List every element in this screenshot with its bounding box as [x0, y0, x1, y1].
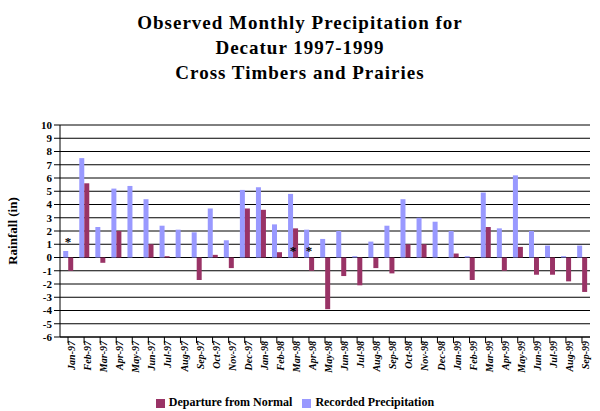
html-text:Recorded Precipitation: Recorded Precipitation	[315, 395, 435, 409]
svg-text:Apr-98: Apr-98	[307, 341, 318, 371]
html-text:Observed Monthly Precipitation: Observed Monthly Precipitation for	[137, 12, 463, 33]
svg-text:*: *	[306, 243, 313, 258]
svg-text:2: 2	[47, 225, 53, 237]
svg-text:Feb-97: Feb-97	[82, 340, 93, 371]
svg-text:Jul-99: Jul-99	[548, 341, 559, 369]
svg-text:Dec-98: Dec-98	[436, 341, 447, 371]
svg-text:Oct-97: Oct-97	[211, 340, 222, 369]
svg-text:-3: -3	[43, 291, 53, 303]
svg-text:Dec-97: Dec-97	[243, 340, 254, 371]
html-text:Departure from Normal: Departure from Normal	[168, 395, 293, 409]
svg-text:Jan-99: Jan-99	[452, 341, 463, 371]
svg-text:0: 0	[47, 251, 53, 263]
svg-text:3: 3	[47, 212, 53, 224]
svg-text:Jan-98: Jan-98	[259, 341, 270, 371]
svg-text:Jan-97: Jan-97	[66, 340, 77, 371]
svg-text:Aug-98: Aug-98	[371, 341, 382, 373]
html-text:Cross Timbers and Prairies: Cross Timbers and Prairies	[175, 62, 425, 83]
svg-text:6: 6	[47, 172, 53, 184]
svg-text:May-98: May-98	[323, 341, 334, 374]
svg-text:Oct-98: Oct-98	[403, 341, 414, 369]
svg-text:Apr-97: Apr-97	[114, 340, 125, 371]
svg-text:-2: -2	[43, 278, 53, 290]
svg-text:5: 5	[47, 185, 53, 197]
svg-text:*: *	[65, 234, 72, 249]
svg-text:Jun-97: Jun-97	[146, 340, 157, 371]
svg-text:May-97: May-97	[130, 340, 141, 374]
svg-text:Nov-97: Nov-97	[227, 340, 238, 372]
svg-text:Sep-97: Sep-97	[195, 340, 206, 369]
svg-text:Sep-99: Sep-99	[580, 341, 591, 369]
svg-text:Feb-99: Feb-99	[468, 341, 479, 371]
svg-text:Mar-97: Mar-97	[98, 340, 109, 373]
svg-text:-5: -5	[43, 318, 53, 330]
svg-text:Mar-99: Mar-99	[484, 341, 495, 373]
svg-text:Nov-98: Nov-98	[419, 341, 430, 372]
svg-text:May-99: May-99	[516, 341, 527, 374]
svg-text:Rainfall (in): Rainfall (in)	[8, 197, 20, 265]
svg-text:Aug-99: Aug-99	[564, 341, 575, 373]
svg-text:Jul-98: Jul-98	[355, 341, 366, 369]
svg-text:10: 10	[41, 119, 53, 131]
svg-text:Jun-98: Jun-98	[339, 341, 350, 371]
svg-text:9: 9	[47, 132, 53, 144]
svg-text:Mar-98: Mar-98	[291, 341, 302, 373]
html-text:Decatur 1997-1999: Decatur 1997-1999	[215, 37, 385, 58]
svg-text:-1: -1	[43, 265, 52, 277]
svg-text:*: *	[290, 243, 297, 258]
svg-text:Sep-98: Sep-98	[387, 341, 398, 369]
svg-text:-4: -4	[43, 304, 53, 316]
svg-text:Apr-99: Apr-99	[500, 341, 511, 371]
svg-text:Aug-97: Aug-97	[179, 340, 190, 373]
svg-text:Jul-97: Jul-97	[162, 340, 173, 369]
svg-text:7: 7	[47, 159, 53, 171]
svg-text:1: 1	[47, 238, 53, 250]
svg-text:4: 4	[47, 198, 53, 210]
svg-text:8: 8	[47, 145, 53, 157]
svg-text:-6: -6	[43, 331, 53, 343]
svg-text:Jun-99: Jun-99	[532, 341, 543, 371]
svg-text:Feb-98: Feb-98	[275, 341, 286, 371]
